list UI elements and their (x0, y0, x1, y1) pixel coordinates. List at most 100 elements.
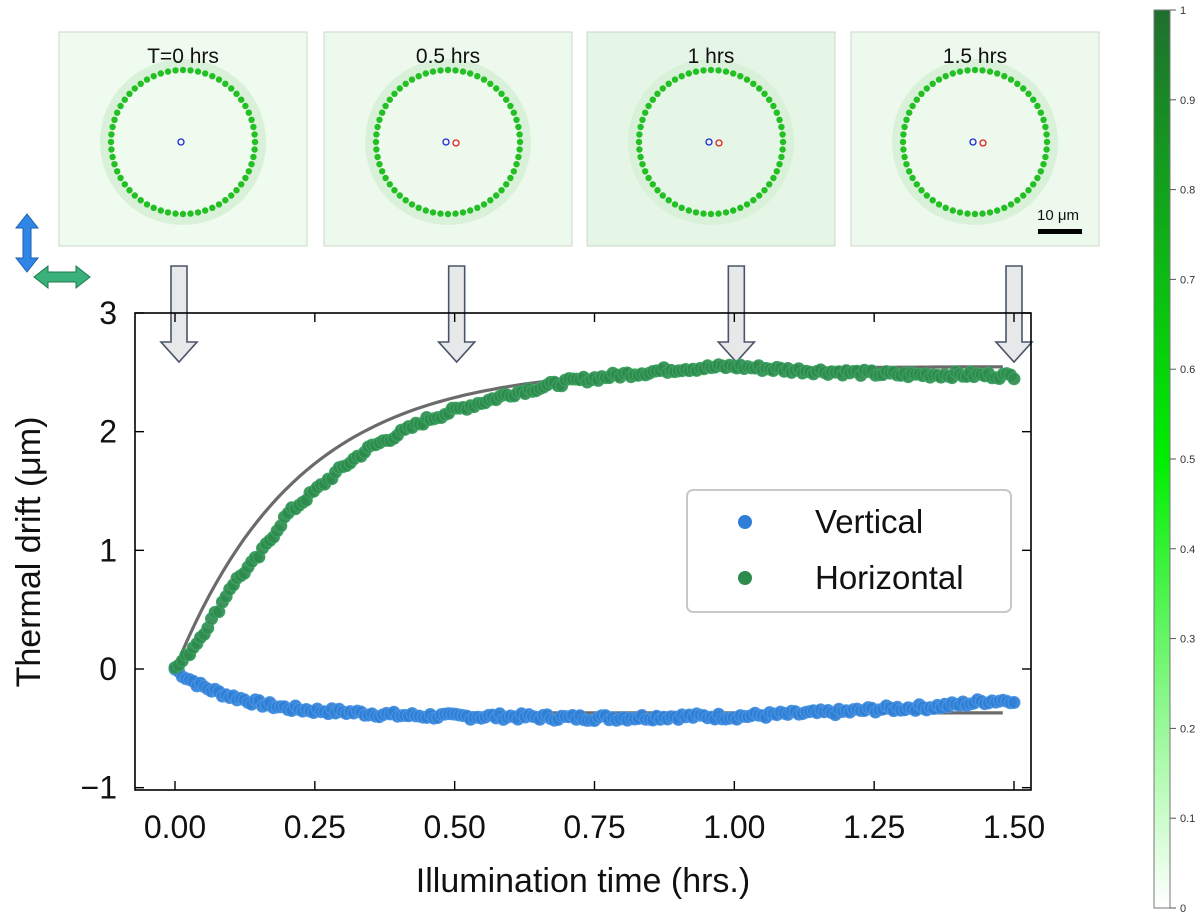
ring-dot (487, 197, 494, 204)
ring-dot (242, 102, 249, 110)
thumbnail-panel: 1 hrs (586, 31, 836, 247)
ring-dot (707, 210, 715, 218)
ring-dot (750, 197, 757, 204)
ring-dot (510, 109, 517, 116)
ring-dot (935, 76, 943, 83)
ring-dot (1034, 102, 1041, 110)
ring-dot (949, 70, 956, 77)
colorbar-ticks: 0 0.1 0.2 0.3 0.4 0.5 0.6 0.7 0.8 0.9 1 (1170, 5, 1195, 915)
ring-dot (415, 204, 422, 211)
ring-dot (994, 70, 1001, 77)
ring-dot (1040, 161, 1047, 168)
ring-dot (507, 102, 514, 110)
ring-dot (107, 138, 115, 146)
ring-dot (1043, 138, 1051, 146)
ring-dot (929, 80, 936, 88)
ring-dot (422, 70, 429, 77)
ring-dot (923, 192, 930, 199)
ring-dot (467, 70, 474, 77)
ring-dot (238, 181, 245, 188)
ring-dot (379, 109, 386, 116)
ring-dot (143, 76, 151, 83)
colorbar-tick-label: 0.6 (1180, 364, 1195, 376)
ring-dot (1025, 90, 1032, 98)
ring-dot (1042, 153, 1049, 161)
ring-dot (474, 204, 481, 211)
colorbar-tick-label: 0 (1180, 903, 1186, 915)
ring-dot (121, 181, 128, 188)
ring-dot (964, 67, 971, 74)
ring-dot (979, 210, 986, 217)
ring-dot (743, 76, 751, 83)
ring-dot (1043, 146, 1050, 153)
ring-dot (685, 207, 692, 214)
colorbar-tick-label: 0.5 (1180, 454, 1195, 466)
ring-dot (642, 109, 649, 116)
ring-dot (222, 80, 229, 88)
ring-dot (157, 207, 164, 214)
ring-dot (929, 197, 936, 204)
center-marker-blue (177, 138, 185, 146)
ring-dot (251, 131, 258, 138)
ring-dot (126, 187, 133, 194)
colorbar-tick-label: 0.3 (1180, 634, 1195, 646)
ring-dot (111, 116, 118, 124)
ring-dot (1020, 85, 1027, 92)
colorbar-tick-label: 0.8 (1180, 185, 1195, 197)
scale-bar-label: 10 μm (1037, 207, 1079, 224)
ring-dot (516, 131, 523, 138)
ring-dot (515, 123, 522, 131)
x-tick-label: 0.75 (563, 809, 625, 845)
thumbnail-panel: 1.5 hrs 10 μm (850, 31, 1100, 247)
ring-dot (778, 153, 785, 161)
ring-dot (1030, 181, 1037, 188)
ring-dot (642, 168, 649, 175)
ring-dot (386, 181, 393, 188)
ring-dot (700, 67, 707, 74)
x-tick-label: 1.50 (983, 809, 1045, 845)
center-marker-red (979, 139, 987, 147)
ring-dot (1020, 192, 1027, 199)
ring-dot (756, 192, 763, 199)
ring-dot (722, 68, 730, 75)
x-axis-ticks: 0.00 0.25 0.50 0.75 1.00 1.25 1.50 (144, 313, 1045, 845)
ring-dot (766, 96, 773, 103)
ring-dot (222, 197, 229, 204)
ring-dot (730, 207, 737, 214)
ring-dot (901, 153, 908, 161)
ring-dot (1007, 76, 1015, 83)
ring-dot (137, 197, 144, 204)
ring-dot (750, 80, 757, 88)
ring-dot (493, 85, 500, 92)
ring-dot (248, 116, 255, 124)
ring-dot (209, 204, 216, 211)
ring-dot (143, 201, 151, 208)
ring-dot (408, 76, 416, 83)
ring-dot (179, 210, 187, 218)
ring-dot (429, 68, 437, 75)
ring-dot (906, 109, 913, 116)
ring-dot (402, 80, 409, 88)
ring-dot (665, 197, 672, 204)
ring-dot (949, 207, 956, 214)
ring-dot (480, 76, 488, 83)
x-axis-label: Illumination time (hrs.) (416, 862, 750, 900)
ring-dot (202, 207, 209, 214)
ring-dot (374, 123, 381, 131)
ring-dot (164, 209, 172, 216)
y-axis-ticks: −1 0 1 2 3 (81, 295, 1031, 806)
ring-dot (778, 123, 785, 131)
ring-dot (391, 90, 398, 98)
ring-dot (722, 209, 730, 216)
ring-dot (918, 187, 925, 194)
legend-marker-horizontal (738, 571, 752, 585)
axis-direction-icons (14, 213, 91, 290)
time-arrows (159, 265, 1034, 364)
ring-dot (498, 90, 505, 98)
ring-dot (637, 123, 644, 131)
ring-dot (776, 116, 783, 124)
ring-dot (692, 209, 700, 216)
ring-dot (452, 210, 459, 217)
ring-dot (756, 85, 763, 92)
